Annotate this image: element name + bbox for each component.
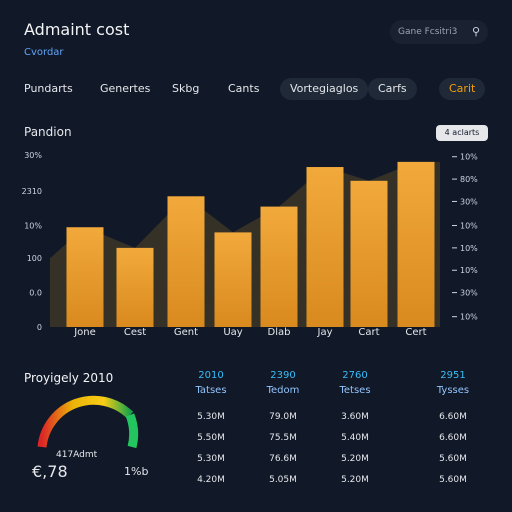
table-cell: Tedom [266, 385, 300, 396]
bar [260, 206, 298, 327]
table-cell: 5.60M [439, 475, 467, 485]
search-icon: ⚲ [471, 25, 480, 38]
bar [306, 167, 344, 327]
tab[interactable]: Carfs [368, 78, 417, 100]
y-tick-label: 10% [24, 222, 42, 231]
table-cell: Tetses [339, 385, 371, 396]
tab[interactable]: Cants [228, 82, 260, 95]
table-cell: 4.20M [197, 475, 225, 485]
gauge-value: €,78 [32, 462, 68, 481]
page-title: Admaint cost [24, 20, 130, 39]
table-cell: 5.20M [341, 454, 369, 464]
table-cell: 5.05M [269, 475, 297, 485]
x-tick-label: Dlab [268, 327, 291, 338]
table-cell: 5.30M [197, 454, 225, 464]
bar [397, 161, 435, 327]
table-cell: 76.6M [269, 454, 297, 464]
table-cell: 5.60M [439, 454, 467, 464]
table-cell: 5.40M [341, 433, 369, 443]
table-cell: 5.50M [197, 433, 225, 443]
y2-tick-label: 30% [460, 289, 478, 298]
table-cell: 75.5M [269, 433, 297, 443]
table-cell: 6.60M [439, 412, 467, 422]
y2-tick-label: 10% [460, 266, 478, 275]
table-cell: 5.30M [197, 412, 225, 422]
gauge: 417Admt €,78 1%b [32, 395, 148, 481]
search-text: Gane Fcsitri3 [398, 27, 458, 37]
bar [214, 232, 252, 327]
table-cell: 2010 [198, 370, 224, 381]
y-tick-label: 100 [27, 254, 42, 263]
bar [116, 247, 154, 327]
bar [66, 227, 104, 327]
table-cell: 2951 [440, 370, 466, 381]
y2-tick-label: 30% [460, 197, 478, 206]
table-cell: Tatses [195, 385, 227, 396]
gauge-arc [37, 395, 134, 448]
y2-tick-label: 10% [460, 153, 478, 162]
y2-tick-label: 10% [460, 244, 478, 253]
y-tick-label: 0.0 [29, 289, 42, 298]
table-cell: 3.60M [341, 412, 369, 422]
page-subtitle: Cvordar [24, 47, 64, 58]
search-box[interactable]: Gane Fcsitri3 ⚲ [390, 20, 488, 44]
gauge-title: Proyigely 2010 [24, 371, 114, 385]
table-cell: 2390 [270, 370, 296, 381]
tab[interactable]: Genertes [100, 82, 151, 95]
x-tick-label: Jone [73, 327, 96, 338]
table-cell: 2760 [342, 370, 368, 381]
y-tick-label: 2310 [22, 187, 42, 196]
y-tick-label: 0 [37, 323, 42, 332]
gauge-label: 417Admt [56, 450, 98, 460]
tab-active[interactable]: Carit [439, 78, 486, 100]
tab[interactable]: Pundarts [24, 82, 73, 95]
x-tick-label: Cest [124, 327, 146, 338]
table-cell: Tysses [436, 385, 470, 396]
chart-badge[interactable]: 4 aclarts [436, 125, 488, 141]
tab[interactable]: Skbg [172, 82, 200, 95]
y2-tick-label: 10% [460, 222, 478, 231]
gauge-side: 1%b [124, 465, 148, 478]
gauge-arc-end [125, 413, 139, 449]
bar [350, 180, 388, 327]
y-tick-label: 30% [24, 151, 42, 160]
x-tick-label: Cert [405, 327, 426, 338]
table-cell: 5.20M [341, 475, 369, 485]
x-tick-label: Uay [223, 327, 242, 338]
y2-tick-label: 80% [460, 175, 478, 184]
table-cell: 79.0M [269, 412, 297, 422]
chart-title: Pandion [24, 125, 72, 139]
x-tick-label: Gent [174, 327, 198, 338]
bar [167, 196, 205, 327]
y2-tick-label: 10% [460, 313, 478, 322]
tab[interactable]: Vortegiaglos [280, 78, 369, 100]
x-tick-label: Jay [317, 327, 333, 338]
x-tick-label: Cart [358, 327, 379, 338]
table-cell: 6.60M [439, 433, 467, 443]
chart: 30% 2310 10% 100 0.0 0 10% 80% 30% 10% 10% 10% 30% 10… [22, 151, 479, 338]
